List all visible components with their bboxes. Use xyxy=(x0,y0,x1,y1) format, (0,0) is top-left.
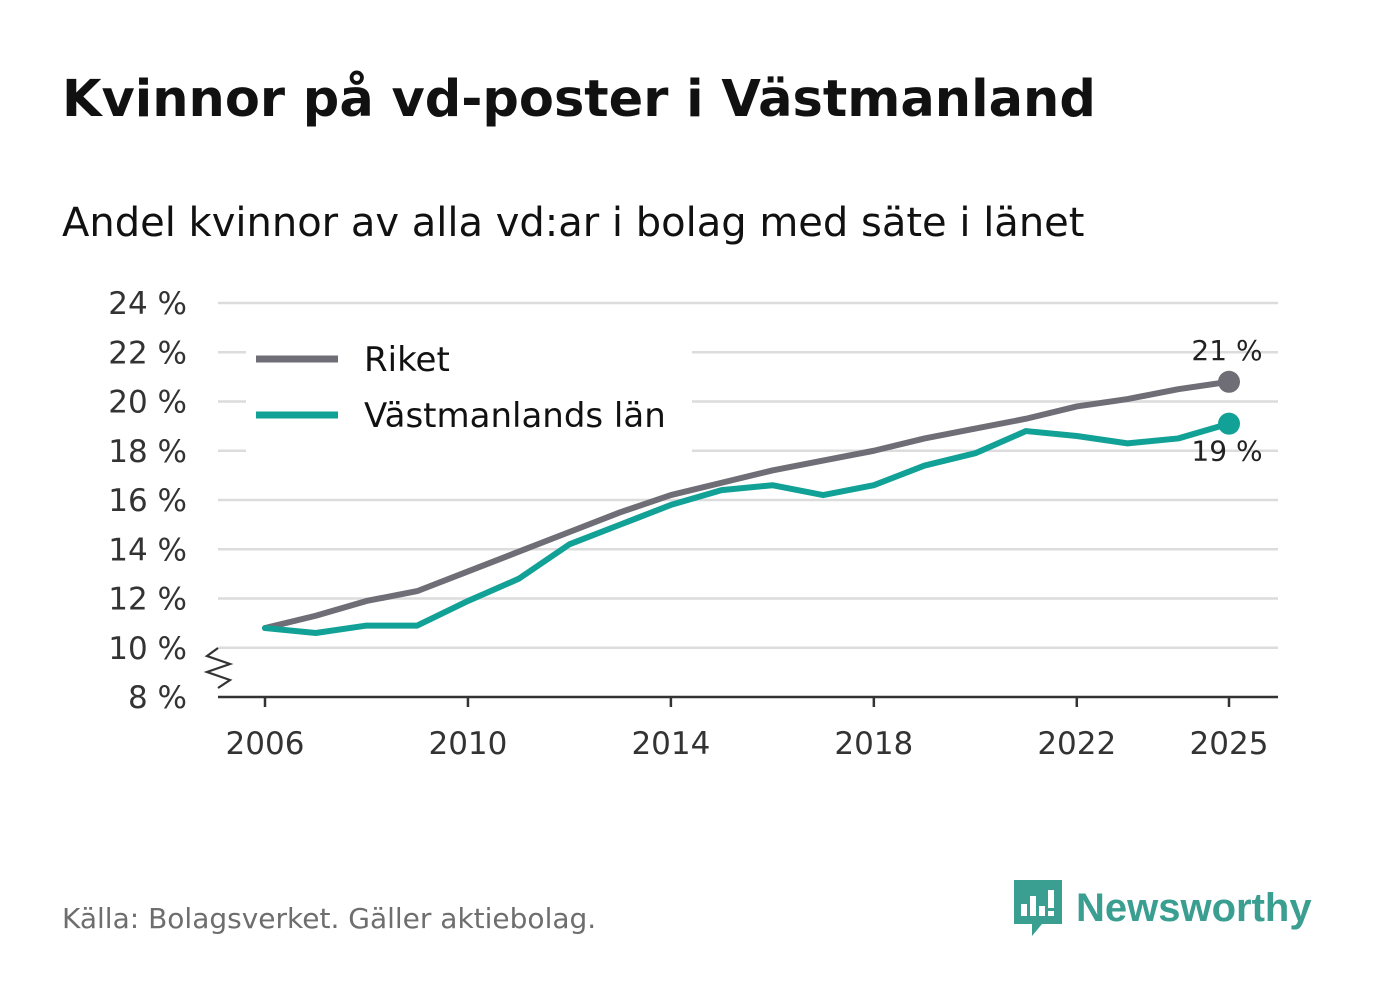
x-tick-label: 2010 xyxy=(428,726,507,762)
y-tick-label: 22 % xyxy=(108,335,187,371)
y-tick-label: 10 % xyxy=(108,631,187,667)
legend: Riket Västmanlands län xyxy=(246,333,692,453)
series-line xyxy=(262,378,1232,632)
chart-subtitle: Andel kvinnor av alla vd:ar i bolag med … xyxy=(62,200,1085,246)
end-point xyxy=(1218,412,1240,435)
end-label: 21 % xyxy=(1191,334,1262,367)
y-tick-label: 16 % xyxy=(108,483,187,519)
legend-label: Västmanlands län xyxy=(364,396,666,436)
y-tick-label: 18 % xyxy=(108,434,187,470)
legend-label: Riket xyxy=(364,340,450,380)
series-line xyxy=(262,420,1232,636)
y-tick-label: 24 % xyxy=(108,286,187,322)
end-label: 19 % xyxy=(1191,435,1262,468)
x-tick-label: 2022 xyxy=(1037,726,1116,762)
source-note: Källa: Bolagsverket. Gäller aktiebolag. xyxy=(62,902,597,935)
brand: Newsworthy xyxy=(1012,878,1312,938)
y-tick-label: 12 % xyxy=(108,582,187,618)
newsworthy-logo-icon xyxy=(1014,880,1062,936)
legend-background xyxy=(246,333,692,453)
chart-title: Kvinnor på vd-poster i Västmanland xyxy=(62,70,1096,129)
x-tick-label: 2018 xyxy=(834,726,913,762)
y-axis-break xyxy=(203,647,234,689)
end-point xyxy=(1218,370,1240,393)
x-tick-label: 2006 xyxy=(226,726,305,762)
x-tick-label: 2025 xyxy=(1190,726,1269,762)
end-labels: 21 % 19 % xyxy=(1191,334,1262,468)
line-chart: 8 % 10 % 12 % 14 % 16 % 18 % 20 % 22 % 24 % 2006… xyxy=(108,286,1278,762)
y-tick-label: 14 % xyxy=(108,532,187,568)
x-axis: 2006 2010 2014 2018 2022 2025 xyxy=(218,695,1278,762)
series-lines xyxy=(262,370,1240,636)
brand-name: Newsworthy xyxy=(1076,885,1312,930)
y-axis-ticks: 8 % 10 % 12 % 14 % 16 % 18 % 20 % 22 % 24 % xyxy=(108,286,234,716)
y-tick-label: 8 % xyxy=(128,680,187,716)
x-tick-label: 2014 xyxy=(631,726,710,762)
y-tick-label: 20 % xyxy=(108,385,187,421)
